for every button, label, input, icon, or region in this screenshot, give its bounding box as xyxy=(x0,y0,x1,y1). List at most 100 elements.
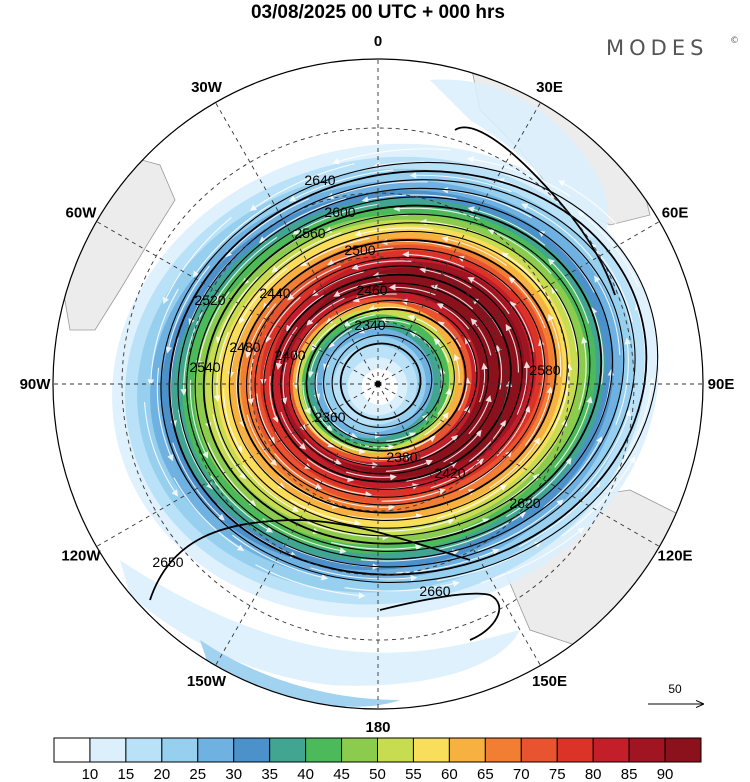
streamline-arrow xyxy=(496,405,531,457)
colorbar-bin xyxy=(592,737,630,763)
brand-text: MODES xyxy=(606,36,708,60)
streamline-arrow xyxy=(195,291,230,368)
streamline-arrow xyxy=(245,303,277,359)
streamline-arrow xyxy=(275,326,298,370)
streamline-arrow xyxy=(508,276,546,329)
meridian-line xyxy=(96,383,379,547)
height-contour xyxy=(186,187,625,560)
streamline-arrow xyxy=(265,296,301,343)
streamline-arrow xyxy=(543,436,603,508)
map-border xyxy=(52,58,704,710)
streamline-arrow xyxy=(310,567,418,582)
streamline-arrow xyxy=(208,472,274,533)
streamline-arrow xyxy=(232,534,329,581)
streamline-arrow xyxy=(430,458,484,489)
streamline-arrow xyxy=(501,252,552,302)
streamline-arrow xyxy=(351,260,413,270)
streamline-arrow xyxy=(302,382,311,415)
streamline-arrow xyxy=(409,171,512,193)
streamline-arrow xyxy=(495,344,503,390)
streamline-arrow xyxy=(551,286,578,352)
wind-speed-colorbar: 10 15 20 25 30 35 40 45 50 55 60 65 70 75 80 85 90 xyxy=(53,737,702,782)
longitude-label: 150E xyxy=(532,673,567,690)
colorbar-tick-label: 90 xyxy=(657,766,674,782)
streamline-arrow xyxy=(256,393,275,444)
streamline-arrow xyxy=(328,497,396,511)
streamline-arrow xyxy=(453,353,460,385)
streamline-arrow xyxy=(615,337,631,425)
streamline-arrow xyxy=(554,396,593,468)
contour-label: 2540 xyxy=(189,359,220,375)
height-contour xyxy=(271,273,512,483)
streamline-arrow xyxy=(552,363,573,431)
streamline-arrow xyxy=(236,366,246,428)
contour-label: 2620 xyxy=(509,495,540,511)
colorbar-bin xyxy=(305,737,343,763)
streamline-arrow xyxy=(577,210,640,288)
streamline-arrow xyxy=(304,439,342,465)
colorbar-tick-label: 25 xyxy=(189,766,206,782)
graticule xyxy=(53,59,703,709)
contour-label: 2600 xyxy=(324,204,355,220)
streamline-arrow xyxy=(165,265,210,354)
streamline-arrow xyxy=(548,313,562,377)
streamline-arrow xyxy=(393,205,480,220)
streamline-arrow xyxy=(469,419,506,462)
streamline-arrow xyxy=(180,311,203,396)
streamline-arrow xyxy=(147,288,179,386)
streamline-arrow xyxy=(578,336,588,410)
streamline-arrow xyxy=(314,478,373,498)
south-pole-marker xyxy=(375,381,381,387)
colorbar-tick-label: 20 xyxy=(153,766,170,782)
streamline-arrow xyxy=(424,411,449,436)
streamline-arrow xyxy=(518,480,601,548)
meridian-line xyxy=(377,102,541,385)
streamline-arrow xyxy=(249,163,355,212)
contour-label: 2580 xyxy=(529,362,560,378)
brand-logo: MODES © xyxy=(606,36,739,60)
longitude-label: 0 xyxy=(374,33,382,50)
streamline-arrow xyxy=(280,362,288,405)
colorbar-bin xyxy=(412,737,450,763)
height-contour xyxy=(228,230,568,521)
height-contour xyxy=(220,222,580,529)
streamline-arrow xyxy=(402,251,465,268)
streamline-arrow xyxy=(433,338,449,363)
streamline-arrow xyxy=(441,235,508,267)
reference-vector-label: 50 xyxy=(668,682,682,696)
streamline-arrow xyxy=(327,247,394,266)
colorbar-tick-label: 30 xyxy=(225,766,242,782)
streamline-arrow xyxy=(323,393,336,417)
streamline-arrow xyxy=(241,438,286,489)
streamline-arrow xyxy=(373,518,455,532)
contour-label: 2460 xyxy=(356,282,387,298)
height-contour xyxy=(211,213,591,537)
streamline-arrow xyxy=(594,275,621,356)
reference-vector: 50 xyxy=(648,682,703,704)
streamline-arrow xyxy=(274,453,323,490)
streamline-arrow xyxy=(458,377,471,411)
colorbar-tick-label: 80 xyxy=(585,766,602,782)
streamline-arrow xyxy=(388,283,436,296)
meridian-line xyxy=(377,383,541,666)
meridian-line xyxy=(215,102,379,385)
streamline-arrow xyxy=(247,348,257,406)
streamline-arrow xyxy=(401,435,436,452)
streamline-arrow xyxy=(287,265,342,301)
streamline-arrow xyxy=(509,301,535,352)
height-contour xyxy=(323,325,444,436)
streamline-arrow xyxy=(289,499,362,527)
contour-label: 2420 xyxy=(434,465,465,481)
streamline-arrow xyxy=(326,181,428,200)
streamline-arrow xyxy=(561,456,636,537)
map-disk: 2640 2600 2560 2500 2440 2460 2340 2380 2360 2400… xyxy=(53,59,703,709)
longitude-label: 60E xyxy=(662,205,689,222)
streamline-arrow xyxy=(468,395,492,435)
streamline-arrow xyxy=(538,339,545,398)
streamline-arrow xyxy=(246,414,278,466)
height-contour xyxy=(280,282,501,475)
streamline-arrow xyxy=(207,442,257,507)
colorbar-bin xyxy=(448,737,486,763)
streamline-arrow xyxy=(470,318,492,356)
longitude-label: 90E xyxy=(708,376,735,393)
